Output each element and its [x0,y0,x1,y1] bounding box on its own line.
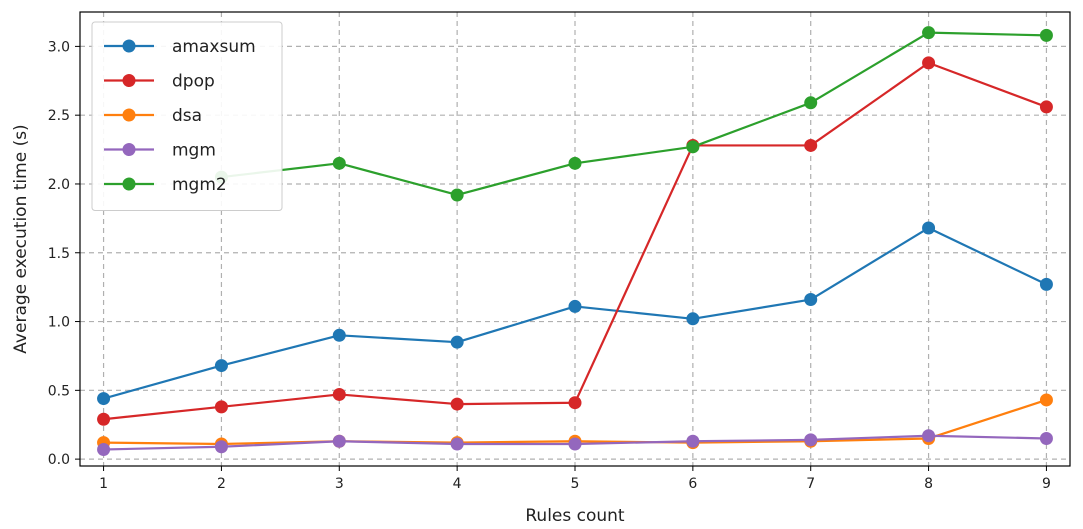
legend: amaxsum dpop dsa mgm mgm2 [91,21,283,211]
x-axis-label: Rules count [525,506,625,526]
y-tick-label: 3.0 [48,39,70,55]
data-point-mgm2 [1039,28,1053,42]
data-point-amaxsum [568,299,582,313]
ticks: 1 2 3 4 5 6 7 8 9 0.0 0.5 1.0 1.5 2.0 2.5 3.0 [48,39,1051,492]
legend-swatch-marker [122,108,136,122]
data-point-dpop [1039,100,1053,114]
x-tick-label: 8 [924,476,933,492]
data-point-amaxsum [804,293,818,307]
legend-item-dsa: dsa [104,106,202,126]
data-point-mgm2 [686,140,700,154]
data-point-amaxsum [922,221,936,235]
series-amaxsum [97,221,1053,406]
x-tick-label: 3 [335,476,344,492]
series-layer [97,26,1053,456]
data-point-dsa [1039,393,1053,407]
data-point-dpop [922,56,936,70]
series-mgm [97,429,1053,456]
data-point-mgm [97,442,111,456]
y-axis-label: Average execution time (s) [11,124,31,353]
data-point-dpop [214,400,228,414]
data-point-amaxsum [1039,277,1053,291]
legend-swatch-marker [122,177,136,191]
data-point-mgm [686,434,700,448]
legend-label: amaxsum [172,37,256,57]
data-point-mgm [922,429,936,443]
x-tick-label: 5 [571,476,580,492]
data-point-dpop [332,387,346,401]
data-point-mgm [332,434,346,448]
y-tick-label: 0.0 [48,452,70,468]
y-tick-label: 0.5 [48,383,70,399]
data-point-mgm [1039,431,1053,445]
legend-label: dpop [172,72,215,92]
grid [80,12,1070,466]
legend-box [91,21,283,211]
data-point-amaxsum [214,359,228,373]
y-tick-label: 2.5 [48,108,70,124]
data-point-amaxsum [332,328,346,342]
data-point-mgm [214,440,228,454]
data-point-amaxsum [686,312,700,326]
data-point-dpop [97,412,111,426]
data-point-mgm2 [450,188,464,202]
x-tick-label: 9 [1042,476,1051,492]
x-tick-label: 4 [453,476,462,492]
legend-item-mgm2: mgm2 [104,175,227,195]
legend-label: mgm2 [172,175,227,195]
data-point-mgm2 [922,26,936,40]
data-point-mgm [568,437,582,451]
legend-swatch-marker [122,143,136,156]
data-point-dpop [804,138,818,152]
data-point-mgm [450,437,464,451]
y-tick-label: 1.5 [48,246,70,262]
legend-item-amaxsum: amaxsum [104,37,256,57]
x-tick-label: 1 [99,476,108,492]
legend-swatch-marker [122,39,136,53]
data-point-mgm2 [804,96,818,110]
data-point-mgm [804,433,818,447]
data-point-dpop [450,397,464,411]
series-dpop [97,56,1053,426]
x-tick-label: 2 [217,476,226,492]
legend-item-mgm: mgm [104,141,216,161]
data-point-mgm2 [332,156,346,170]
data-point-mgm2 [568,156,582,170]
series-mgm2 [214,26,1053,202]
data-point-amaxsum [97,392,111,406]
legend-item-dpop: dpop [104,72,215,92]
x-tick-label: 6 [688,476,697,492]
x-tick-label: 7 [806,476,815,492]
legend-label: dsa [172,106,202,126]
series-line-mgm2 [221,31,1047,197]
data-point-dpop [568,396,582,410]
y-tick-label: 1.0 [48,315,70,331]
legend-swatch-marker [122,74,136,87]
y-tick-label: 2.0 [48,177,70,193]
data-point-amaxsum [450,335,464,349]
legend-label: mgm [172,141,216,161]
